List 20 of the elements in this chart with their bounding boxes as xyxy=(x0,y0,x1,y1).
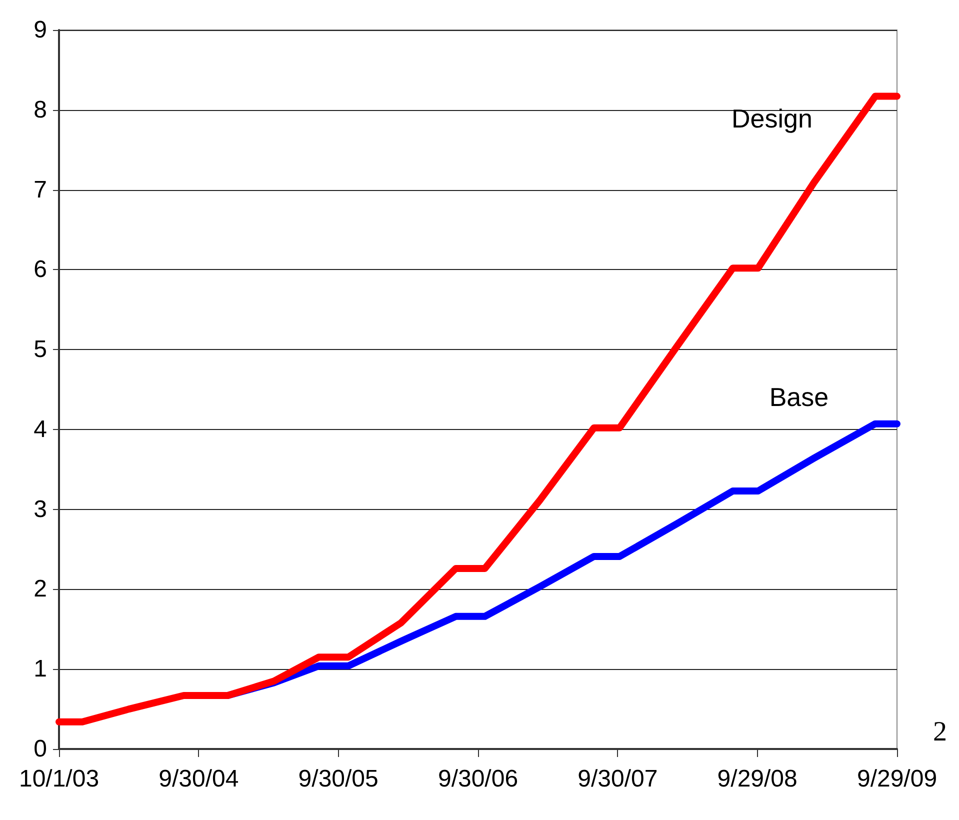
series-label: Base xyxy=(769,382,829,412)
y-tick-label: 1 xyxy=(34,656,47,683)
text: 2 xyxy=(933,716,947,748)
y-tick-label: 3 xyxy=(34,496,47,523)
x-tick-label: 9/30/06 xyxy=(438,766,518,792)
x-tick-label: 10/1/03 xyxy=(18,766,100,792)
x-tick-label: 9/30/05 xyxy=(298,766,378,792)
x-tick-label: 9/29/08 xyxy=(717,766,798,792)
y-tick-label: 9 xyxy=(34,16,47,44)
y-tick-label: 5 xyxy=(34,336,47,364)
y-tick-label: 7 xyxy=(34,176,47,204)
y-tick-label: 6 xyxy=(34,256,47,284)
x-tick-label: 9/29/09 xyxy=(856,766,938,792)
series-label: Design xyxy=(731,104,812,134)
y-tick-label: 8 xyxy=(34,96,47,124)
x-tick-label: 9/30/04 xyxy=(158,766,239,792)
x-tick-label: 9/30/07 xyxy=(578,766,658,792)
y-tick-label: 4 xyxy=(34,416,47,443)
y-tick-label: 2 xyxy=(34,576,47,603)
y-tick-label: 0 xyxy=(34,736,47,762)
